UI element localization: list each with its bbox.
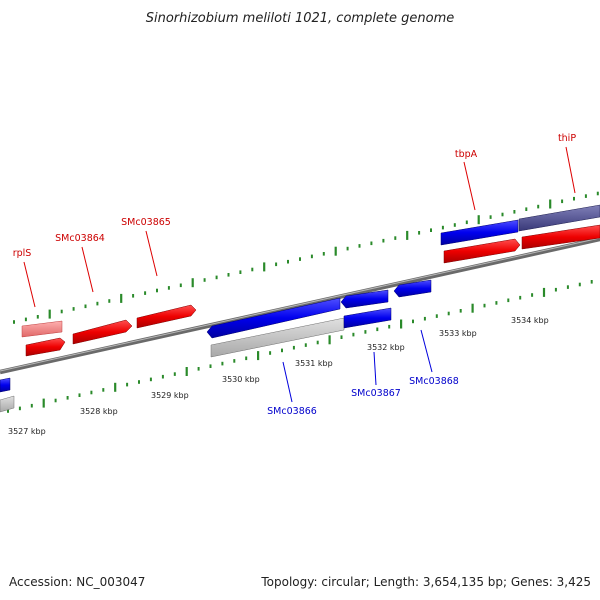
gene-SMc03865[interactable] (136, 304, 197, 329)
scale-label: 3532 kbp (367, 343, 405, 352)
scale-label: 3533 kbp (439, 329, 477, 338)
genome-summary-text: Topology: circular; Length: 3,654,135 bp… (260, 575, 591, 589)
gene-label-SMc03867[interactable]: SMc03867 (351, 388, 401, 399)
reverse-strand-genes (0, 204, 600, 413)
gene-label-SMc03865[interactable]: SMc03865 (121, 217, 171, 228)
scale-label: 3529 kbp (151, 391, 189, 400)
scale-labels: 3527 kbp 3528 kbp 3529 kbp 3530 kbp 3531… (8, 316, 549, 436)
gene-SMc03867[interactable] (340, 289, 389, 309)
map-title: Sinorhizobium meliloti 1021, complete ge… (146, 11, 455, 26)
gene-labels: rplS SMc03864 SMc03865 tbpA thiP SMc0386… (13, 133, 577, 417)
gene-label-rplS[interactable]: rplS (13, 248, 32, 259)
gene-label-SMc03866[interactable]: SMc03866 (267, 406, 317, 417)
gene-rplS[interactable] (25, 337, 66, 357)
gene-SMc03864[interactable] (72, 319, 133, 345)
gene-SMc03866[interactable] (206, 297, 341, 339)
gene-thiP-reverse[interactable] (518, 204, 600, 232)
gene-tbpA-reverse[interactable] (440, 219, 519, 246)
tick-row-lower (7, 280, 593, 413)
gene-label-SMc03868[interactable]: SMc03868 (409, 376, 459, 387)
scale-label: 3530 kbp (222, 375, 260, 384)
gene-offscreen-left[interactable] (0, 377, 11, 393)
gene-SMc03866-faded[interactable] (210, 317, 345, 358)
tick-row-upper (13, 191, 599, 324)
gene-label-thiP[interactable]: thiP (558, 133, 576, 144)
gene-thiP[interactable] (521, 224, 600, 250)
gene-rplS-faded[interactable] (21, 320, 63, 338)
forward-strand-genes (21, 224, 600, 357)
scale-label: 3527 kbp (8, 427, 46, 436)
scale-label: 3528 kbp (80, 407, 118, 416)
gene-SMc03867-lower[interactable] (343, 307, 392, 329)
accession-text: Accession: NC_003047 (9, 575, 145, 589)
scale-label: 3531 kbp (295, 359, 333, 368)
gene-tbpA[interactable] (443, 238, 521, 264)
gene-offscreen-left-faded[interactable] (0, 395, 15, 413)
scale-label: 3534 kbp (511, 316, 549, 325)
label-leader-lines (23, 146, 576, 403)
gene-label-SMc03864[interactable]: SMc03864 (55, 233, 105, 244)
gene-label-tbpA[interactable]: tbpA (455, 149, 478, 160)
genome-backbone (0, 236, 600, 375)
gene-SMc03868[interactable] (393, 279, 432, 298)
